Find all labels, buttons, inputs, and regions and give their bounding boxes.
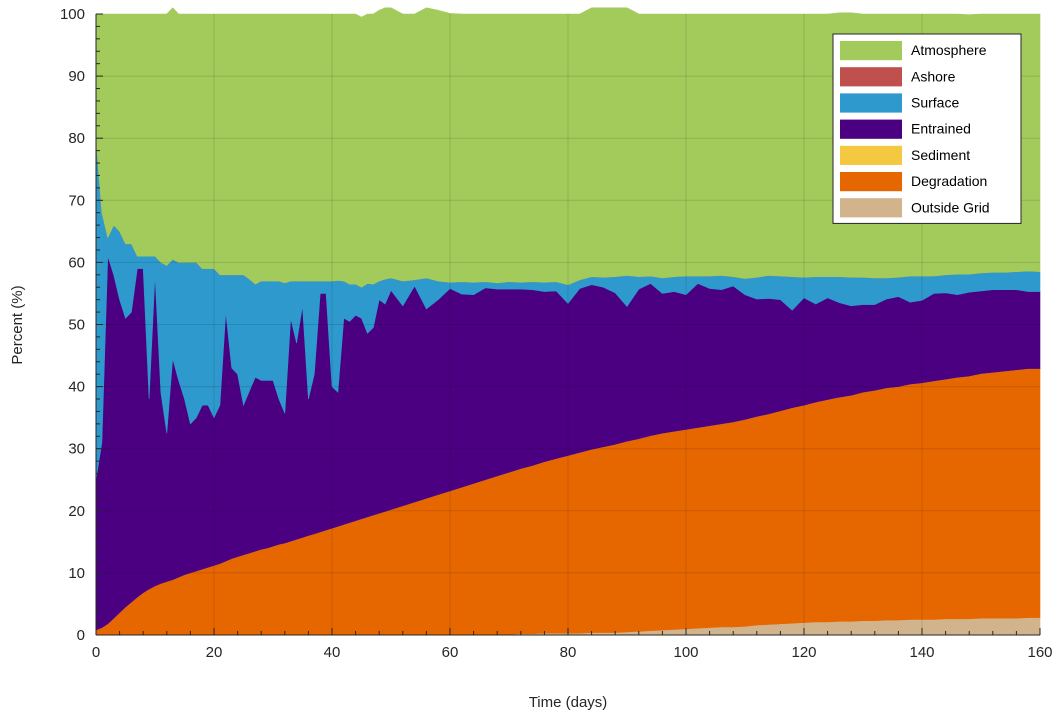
legend-label-outside-grid: Outside Grid xyxy=(911,199,990,215)
y-tick-label: 100 xyxy=(60,6,85,23)
x-tick-label: 80 xyxy=(560,644,577,661)
legend-swatch-atmosphere xyxy=(840,41,902,61)
y-axis-label: Percent (%) xyxy=(9,285,26,364)
legend-label-degradation: Degradation xyxy=(911,173,987,189)
legend-label-sediment: Sediment xyxy=(911,147,970,163)
x-axis-label: Time (days) xyxy=(529,694,608,711)
y-tick-label: 50 xyxy=(68,317,85,334)
x-tick-label: 140 xyxy=(909,644,934,661)
x-tick-label: 20 xyxy=(206,644,223,661)
legend-label-ashore: Ashore xyxy=(911,68,956,84)
legend-swatch-surface xyxy=(840,93,902,113)
y-tick-label: 70 xyxy=(68,192,85,209)
y-tick-label: 10 xyxy=(68,565,85,582)
y-tick-label: 90 xyxy=(68,68,85,85)
area-atmosphere xyxy=(95,7,1041,288)
legend-label-entrained: Entrained xyxy=(911,121,971,137)
legend-swatch-sediment xyxy=(840,145,902,165)
legend-swatch-degradation xyxy=(840,172,902,192)
legend-label-atmosphere: Atmosphere xyxy=(911,42,987,58)
legend-swatch-outside-grid xyxy=(840,198,902,218)
x-tick-label: 0 xyxy=(92,644,100,661)
y-tick-label: 60 xyxy=(68,254,85,271)
x-tick-label: 100 xyxy=(673,644,698,661)
y-tick-label: 0 xyxy=(77,627,85,644)
y-tick-label: 20 xyxy=(68,503,85,520)
y-tick-label: 30 xyxy=(68,441,85,458)
legend-label-surface: Surface xyxy=(911,95,959,111)
legend-swatch-entrained xyxy=(840,119,902,139)
plot-areas xyxy=(95,7,1041,636)
y-tick-label: 40 xyxy=(68,379,85,396)
x-tick-label: 120 xyxy=(791,644,816,661)
x-tick-label: 60 xyxy=(442,644,459,661)
y-tick-label: 80 xyxy=(68,130,85,147)
axes xyxy=(95,13,1041,636)
legend-swatch-ashore xyxy=(840,67,902,87)
x-tick-label: 160 xyxy=(1027,644,1052,661)
legend: Atmosphere Ashore Surface Entrained Sediment… xyxy=(832,33,1022,224)
tick-labels: 0 20 40 60 80 100 120 140 160 0 10 20 30 40 50 60 70 80 90… xyxy=(60,6,1053,661)
x-tick-label: 40 xyxy=(324,644,341,661)
